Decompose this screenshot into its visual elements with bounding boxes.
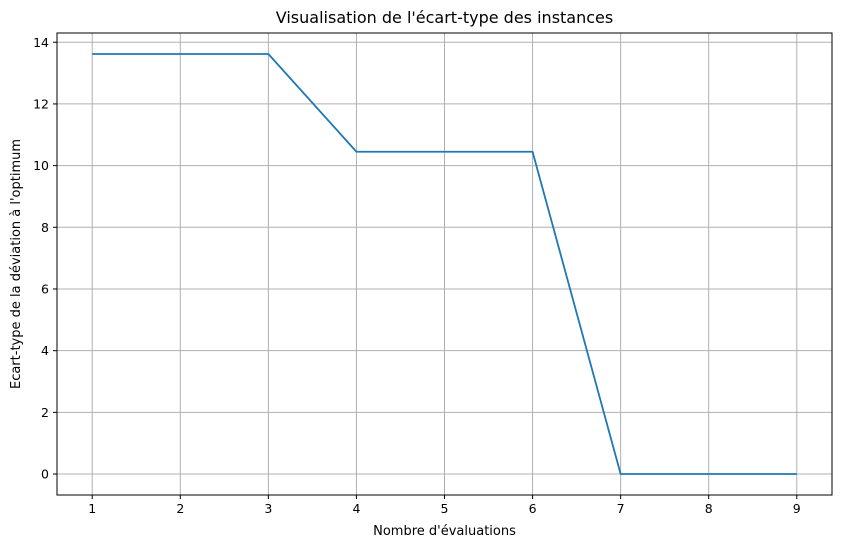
x-tick-label: 8 [705,501,713,516]
y-tick-label: 10 [33,158,49,173]
y-tick-label: 8 [41,220,49,235]
x-tick-label: 7 [617,501,625,516]
y-tick-label: 6 [41,281,49,296]
x-tick-label: 9 [793,501,801,516]
x-tick-label: 5 [441,501,449,516]
y-tick-label: 12 [33,96,49,111]
y-tick-label: 4 [41,343,49,358]
y-axis-label: Ecart-type de la déviation à l'optimum [9,139,24,389]
y-tick-label: 2 [41,405,49,420]
grid [57,33,832,495]
x-tick-label: 2 [176,501,184,516]
x-tick-label: 6 [529,501,537,516]
chart-title: Visualisation de l'écart-type des instan… [276,8,613,27]
y-tick-label: 14 [33,35,49,50]
y-tick-label: 0 [41,467,49,482]
series-line [92,53,797,475]
series-layer [92,53,797,475]
x-tick-label: 4 [352,501,360,516]
x-axis-label: Nombre d'évaluations [373,524,516,539]
x-tick-label: 1 [88,501,96,516]
x-tick-label: 3 [264,501,272,516]
